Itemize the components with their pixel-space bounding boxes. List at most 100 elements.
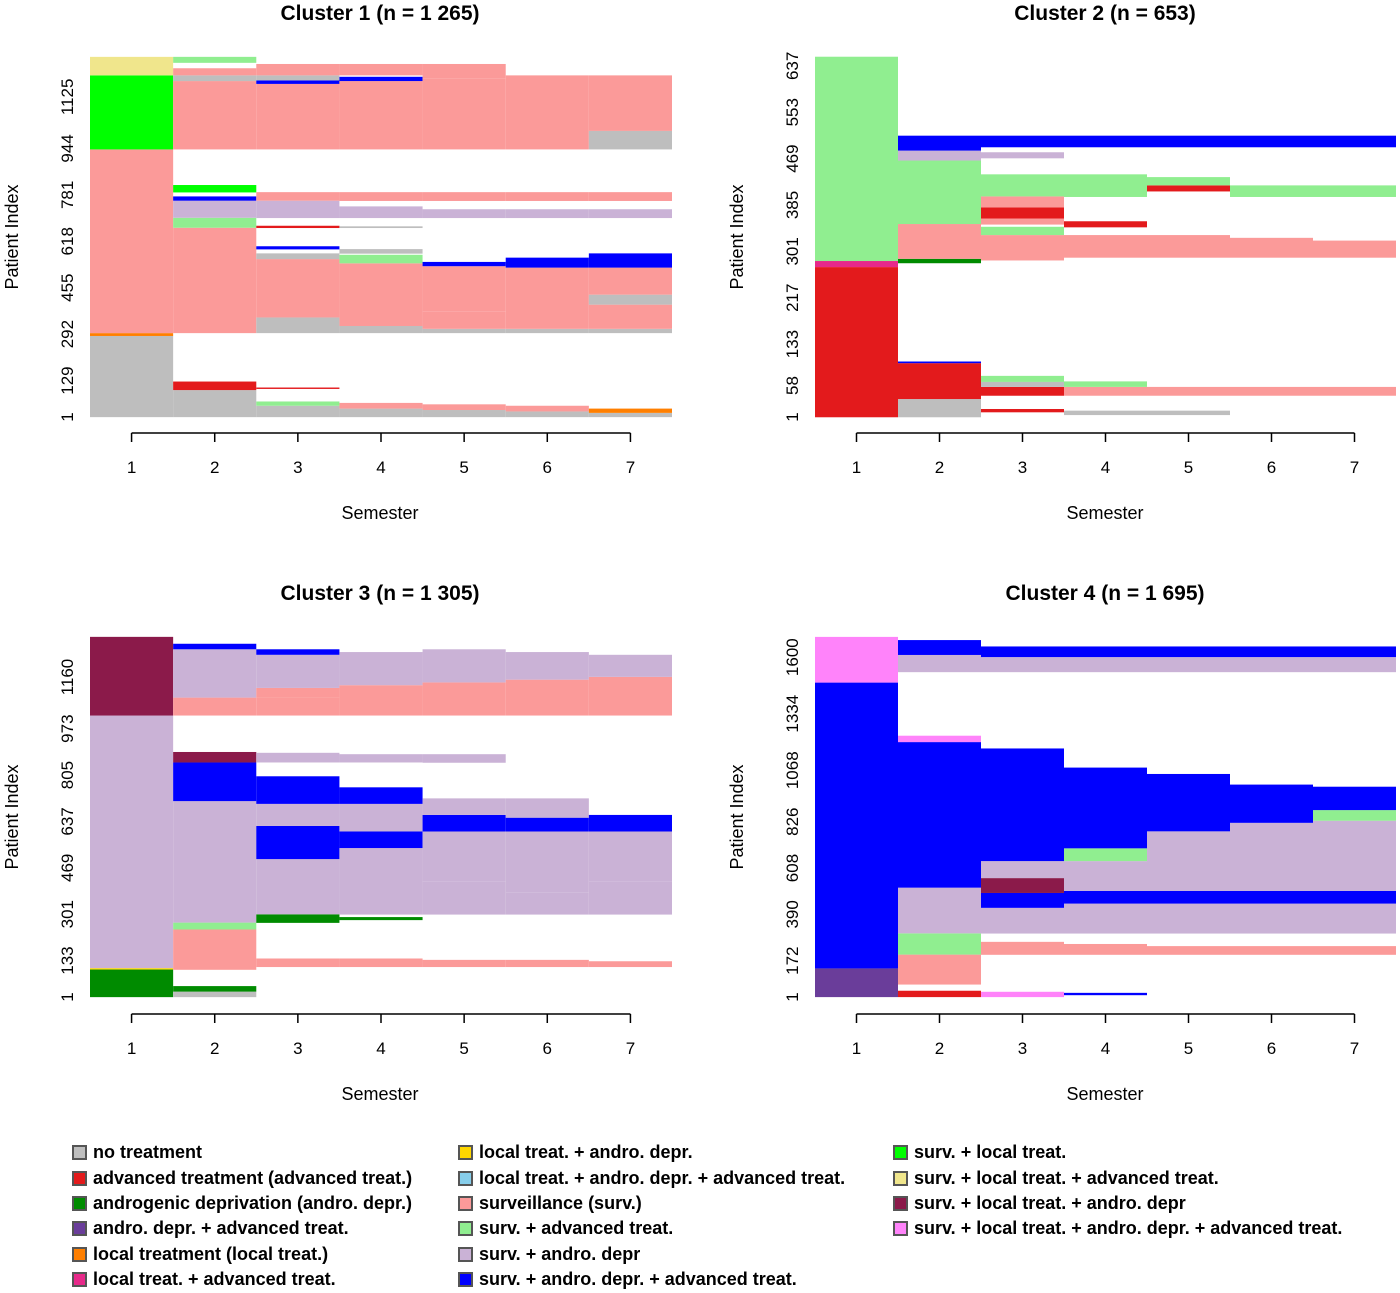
state-block xyxy=(505,652,589,680)
state-block xyxy=(898,954,981,985)
state-block xyxy=(981,907,1064,934)
state-block xyxy=(90,56,174,76)
state-block xyxy=(505,75,589,150)
state-block xyxy=(1313,185,1396,197)
state-block xyxy=(256,825,340,860)
state-block xyxy=(1313,240,1396,258)
state-block xyxy=(256,75,340,81)
state-block xyxy=(1064,381,1147,387)
state-block xyxy=(173,56,257,63)
state-block xyxy=(588,192,672,201)
cluster-panel-1: Cluster 1 (n = 1 265) 1 2 3 4 5 6 7 Semester 1 129… xyxy=(2,2,672,523)
y-axis-label: Patient Index xyxy=(2,764,22,869)
state-block xyxy=(588,304,672,329)
state-block xyxy=(588,881,672,915)
state-block xyxy=(1147,410,1230,416)
state-block xyxy=(339,958,423,968)
state-block xyxy=(256,697,340,716)
state-block xyxy=(1064,135,1147,148)
state-block xyxy=(173,185,257,193)
state-block xyxy=(588,294,672,305)
state-block xyxy=(173,390,257,418)
legend-item: surveillance (surv.) xyxy=(458,1191,845,1216)
state-block xyxy=(1313,386,1396,396)
state-block xyxy=(256,200,340,219)
y-axis-label: Patient Index xyxy=(2,184,22,289)
y-tick-label: 385 xyxy=(783,191,802,219)
x-tick-label: 5 xyxy=(459,1039,468,1058)
legend-label: surv. + local treat. + andro. depr xyxy=(914,1192,1186,1213)
state-block xyxy=(1147,657,1230,673)
state-block xyxy=(1064,767,1147,849)
state-block xyxy=(422,192,506,201)
x-tick-label: 2 xyxy=(210,1039,219,1058)
legend-label: local treatment (local treat.) xyxy=(93,1243,329,1264)
state-block xyxy=(588,75,672,131)
y-tick-label: 1600 xyxy=(783,638,802,676)
state-block xyxy=(90,636,174,716)
y-tick-label: 637 xyxy=(783,52,802,80)
legend-label: local treat. + andro. depr. xyxy=(479,1142,693,1163)
state-block xyxy=(1147,235,1230,258)
state-block xyxy=(981,408,1064,413)
state-block xyxy=(422,682,506,716)
state-block xyxy=(981,218,1064,225)
state-block xyxy=(981,174,1064,197)
state-block xyxy=(1147,946,1230,955)
state-block xyxy=(815,261,898,268)
state-block xyxy=(981,196,1064,208)
x-tick-label: 1 xyxy=(852,458,861,477)
legend-swatch xyxy=(72,1272,87,1288)
y-tick-label: 301 xyxy=(58,900,77,928)
legend-swatch xyxy=(72,1246,87,1262)
state-block xyxy=(898,735,981,743)
state-block xyxy=(173,196,257,201)
state-block xyxy=(173,697,257,716)
state-block xyxy=(173,75,257,82)
state-block xyxy=(815,682,898,969)
state-block xyxy=(588,253,672,268)
legend-item: surv. + local treat. xyxy=(893,1140,1342,1165)
state-block xyxy=(1147,831,1230,891)
state-block xyxy=(981,375,1064,382)
cluster-panel-4: Cluster 4 (n = 1 695) 1 2 3 4 5 6 7 Semester 1 172… xyxy=(727,582,1396,1104)
state-block xyxy=(505,328,589,334)
state-block xyxy=(339,206,423,219)
y-tick-label: 292 xyxy=(58,320,77,348)
x-axis-label: Semester xyxy=(1066,503,1143,523)
legend-label: local treat. + andro. depr. + advanced t… xyxy=(479,1167,846,1188)
x-tick-label: 6 xyxy=(543,1039,552,1058)
legend-label: no treatment xyxy=(93,1142,203,1163)
state-block xyxy=(339,192,423,201)
state-block xyxy=(90,149,174,334)
state-block xyxy=(173,217,257,228)
panel-title: Cluster 3 (n = 1 305) xyxy=(281,582,480,605)
legend-swatch xyxy=(893,1170,908,1186)
y-tick-label: 1 xyxy=(58,412,77,421)
x-tick-label: 3 xyxy=(293,458,302,477)
state-block xyxy=(1230,903,1313,934)
state-block xyxy=(981,941,1064,955)
y-tick-label: 553 xyxy=(783,98,802,126)
state-block xyxy=(90,333,174,336)
x-axis-label: Semester xyxy=(341,1084,418,1104)
legend-item: surv. + andro. depr xyxy=(458,1242,845,1267)
state-block xyxy=(422,311,506,329)
y-tick-label: 1160 xyxy=(58,659,77,696)
x-tick-label: 2 xyxy=(935,458,944,477)
state-block xyxy=(422,798,506,815)
state-block xyxy=(339,652,423,686)
state-block xyxy=(422,328,506,334)
state-block xyxy=(1147,890,1230,904)
state-block xyxy=(339,754,423,763)
state-block xyxy=(339,917,423,921)
x-tick-label: 4 xyxy=(376,1039,385,1058)
state-block xyxy=(898,399,981,418)
state-block xyxy=(422,959,506,968)
state-block xyxy=(505,192,589,201)
state-block xyxy=(256,80,340,84)
state-block xyxy=(981,646,1064,658)
legend-item: local treat. + andro. depr. + advanced t… xyxy=(458,1165,845,1190)
state-block xyxy=(256,654,340,688)
legend-item: surv. + advanced treat. xyxy=(458,1216,845,1241)
